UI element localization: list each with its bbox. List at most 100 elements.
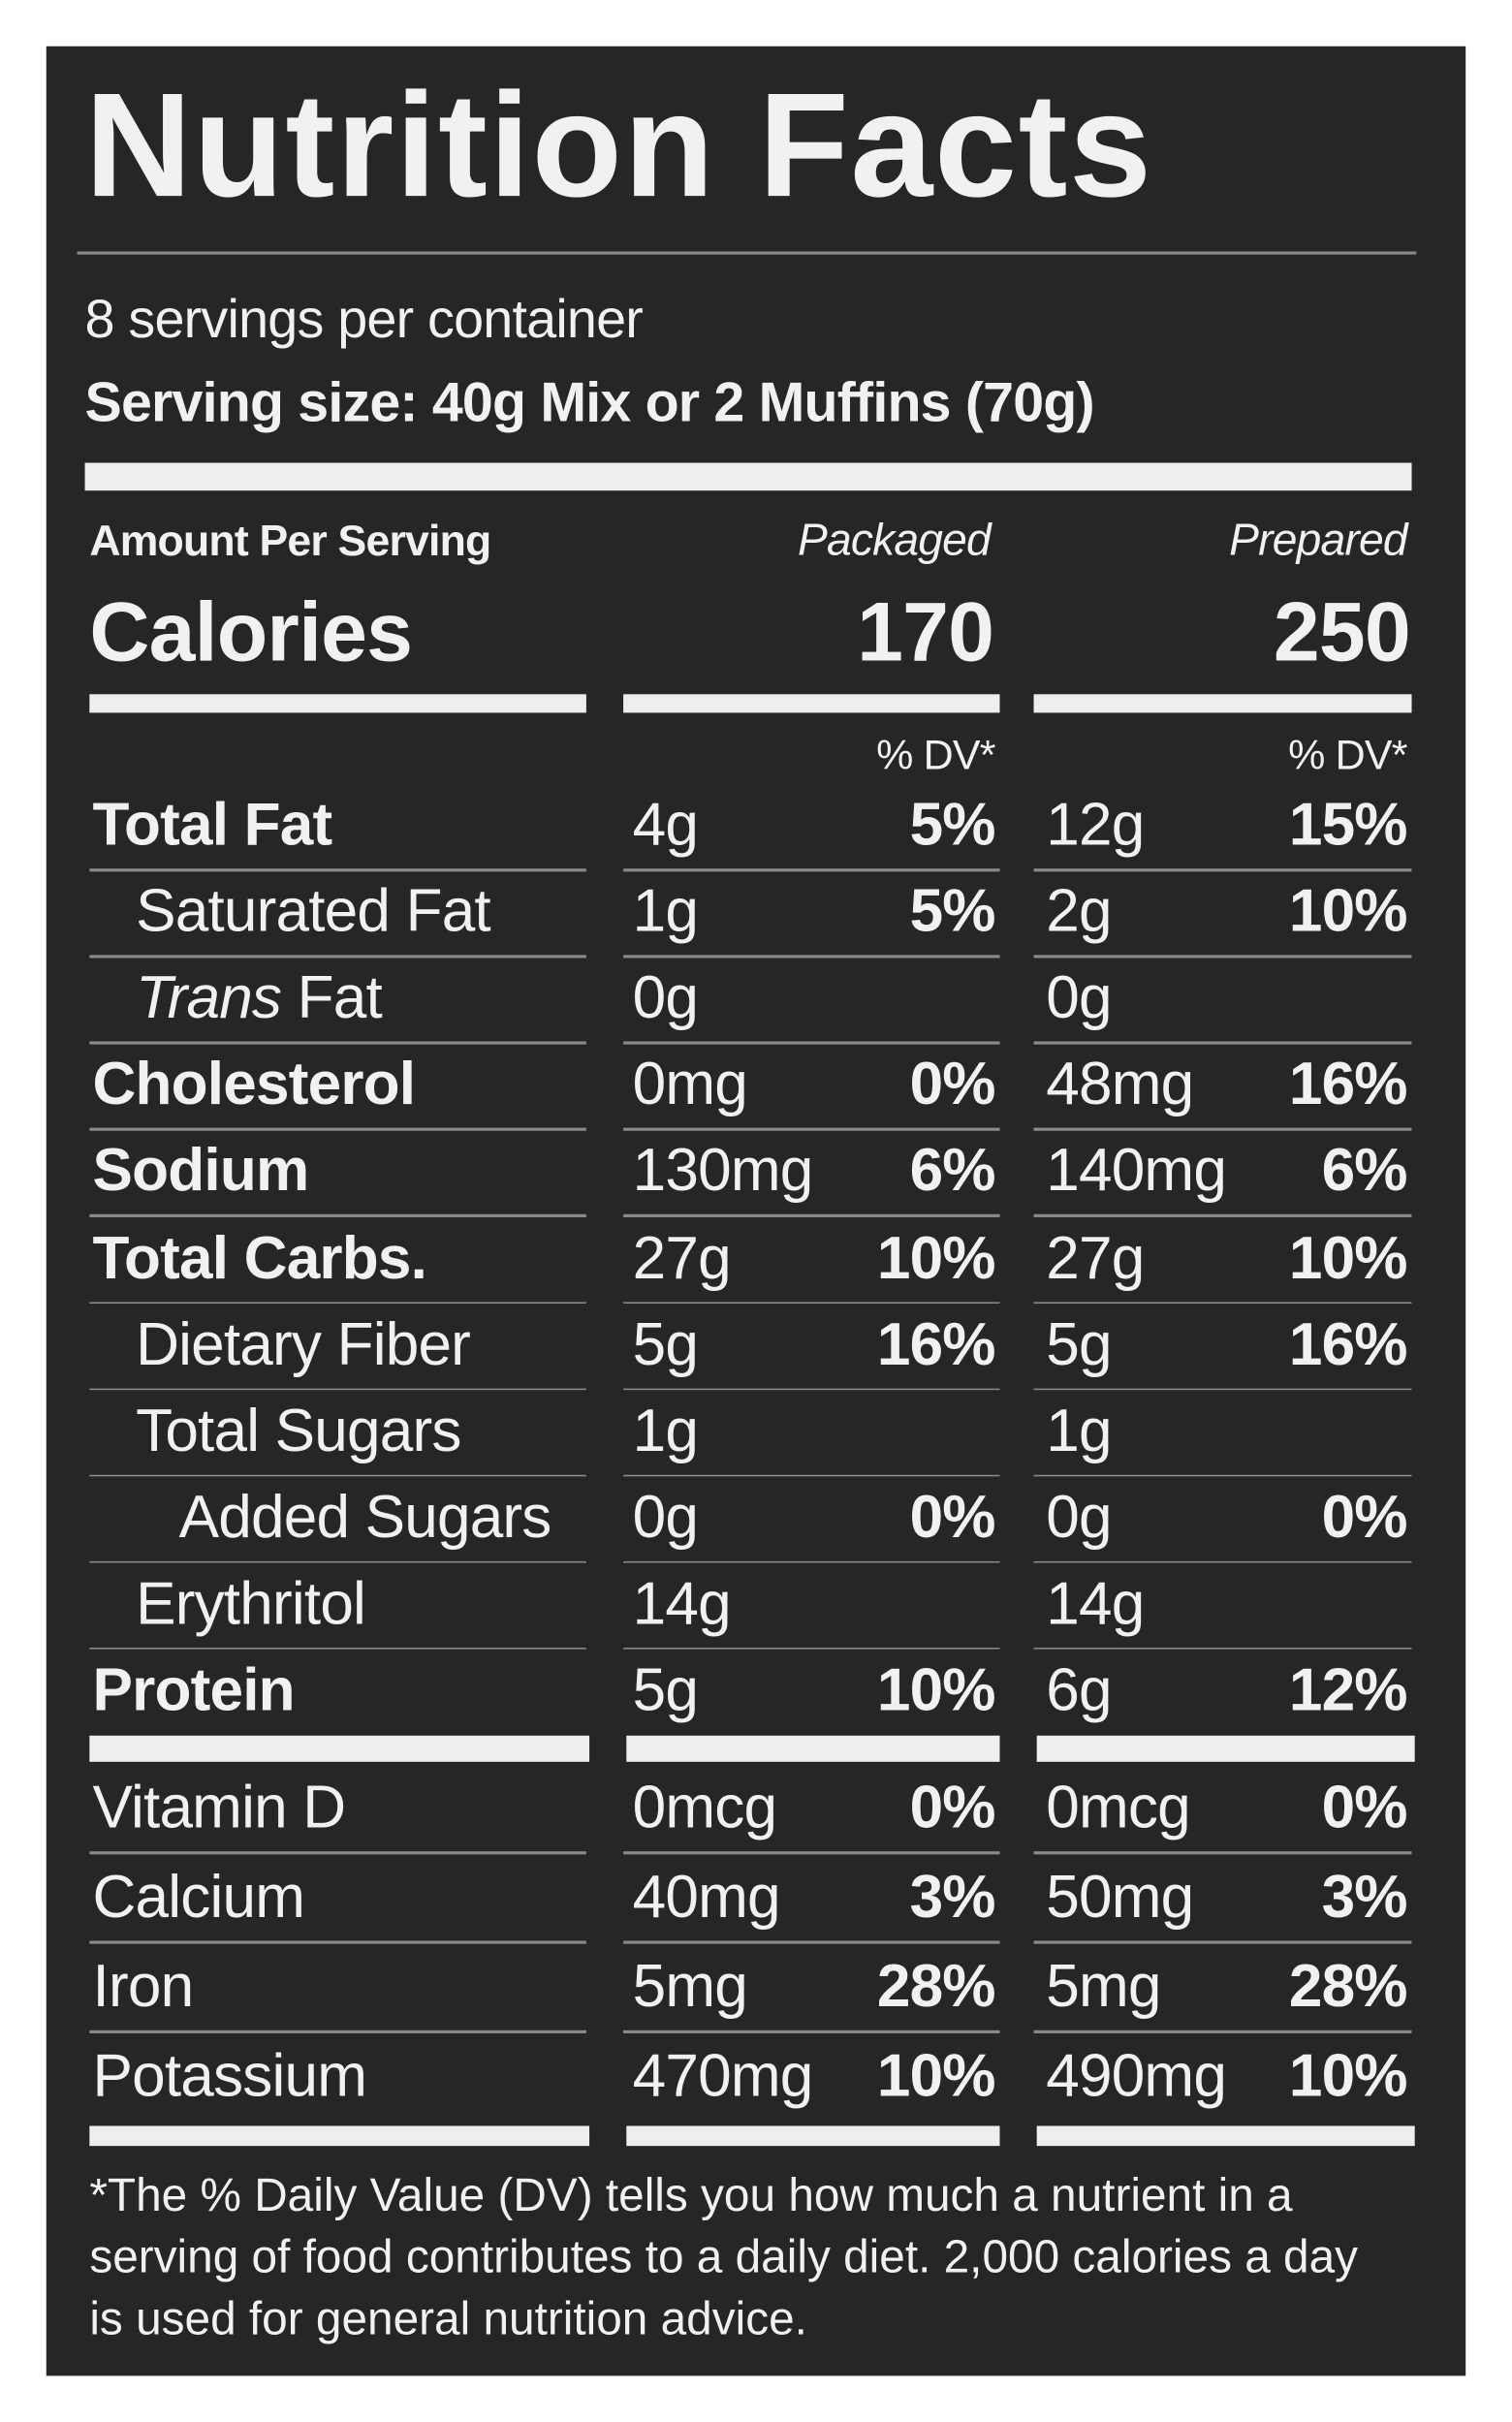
row-divider — [1033, 1474, 1412, 1477]
daily-value: 3% — [1321, 1864, 1408, 1932]
amount: 470mg — [632, 2043, 814, 2110]
row-divider — [1033, 1128, 1412, 1131]
row-divider — [1033, 1647, 1412, 1651]
nutrient-name: Iron — [92, 1954, 195, 2021]
amount: 0g — [632, 1484, 699, 1552]
nutrient-name: Added Sugars — [178, 1484, 552, 1552]
row-divider — [89, 1647, 586, 1651]
row-divider — [89, 1474, 586, 1477]
daily-value: 10% — [876, 2043, 996, 2110]
nutrient-name: Sodium — [92, 1138, 310, 1206]
row-divider — [623, 1851, 1000, 1854]
amount-per-serving: Amount Per Serving — [89, 517, 491, 565]
row-divider — [89, 955, 586, 958]
row-divider — [89, 1940, 586, 1943]
row-divider — [623, 1560, 1000, 1563]
bar — [89, 1735, 590, 1762]
daily-value: 28% — [1288, 1954, 1408, 2021]
amount: 0mcg — [1046, 1775, 1190, 1841]
daily-value: 6% — [1321, 1138, 1408, 1206]
amount: 27g — [632, 1224, 732, 1292]
nutrient-name: Total Carbs. — [92, 1224, 427, 1292]
amount: 1g — [632, 1398, 699, 1464]
daily-value: 16% — [1288, 1311, 1408, 1378]
row-divider — [89, 868, 586, 871]
row-divider — [89, 1851, 586, 1854]
row-divider — [623, 1214, 1000, 1217]
bar — [623, 694, 1000, 713]
daily-value: 5% — [909, 878, 996, 946]
row-divider — [623, 1647, 1000, 1651]
row-divider — [623, 1940, 1000, 1943]
amount: 490mg — [1046, 2043, 1227, 2110]
amount: 0mg — [632, 1052, 748, 1118]
calories-value: 170 — [857, 585, 994, 679]
row-divider — [623, 1041, 1000, 1045]
daily-value: 10% — [876, 1224, 996, 1292]
nutrient-name: Saturated Fat — [136, 878, 491, 946]
row-divider — [89, 1560, 586, 1563]
daily-value: 0% — [909, 1052, 996, 1118]
daily-value: 12% — [1288, 1657, 1408, 1724]
daily-value: 16% — [1288, 1052, 1408, 1118]
row-divider — [89, 1301, 586, 1305]
amount: 48mg — [1046, 1052, 1194, 1118]
amount: 5g — [632, 1657, 699, 1724]
amount: 0g — [632, 964, 699, 1032]
nutrient-name: Total Fat — [92, 792, 333, 859]
daily-value: 16% — [876, 1311, 996, 1378]
amount: 5mg — [632, 1954, 748, 2021]
column-header: Packaged — [797, 516, 992, 566]
amount: 6g — [1046, 1657, 1112, 1724]
bar — [1036, 1735, 1415, 1762]
nutrient-name: Dietary Fiber — [136, 1311, 471, 1378]
calories-value: 250 — [1273, 585, 1411, 679]
amount: 14g — [1046, 1571, 1145, 1638]
title: Nutrition Facts — [84, 63, 1153, 229]
daily-value: 0% — [1321, 1775, 1408, 1841]
nutrient-name: Trans Fat — [136, 964, 383, 1032]
row-divider — [623, 868, 1000, 871]
amount: 130mg — [632, 1138, 814, 1206]
row-divider — [1033, 1214, 1412, 1217]
amount: 5g — [1046, 1311, 1112, 1378]
row-divider — [89, 1387, 586, 1391]
amount: 4g — [632, 792, 699, 859]
row-divider — [623, 1128, 1000, 1131]
nutrient-name: Potassium — [92, 2043, 367, 2110]
footnote: *The % Daily Value (DV) tells you how mu… — [89, 2170, 1359, 2345]
bar — [626, 2125, 1000, 2147]
row-divider — [89, 1128, 586, 1131]
daily-value: 5% — [909, 792, 996, 859]
divider — [77, 251, 1417, 254]
amount: 40mg — [632, 1864, 781, 1932]
amount: 1g — [632, 878, 699, 946]
bar — [626, 1735, 1000, 1762]
amount: 12g — [1046, 792, 1145, 859]
daily-value: 10% — [1288, 1224, 1408, 1292]
label-panel — [46, 46, 1466, 2376]
thick-bar — [84, 462, 1412, 491]
row-divider — [89, 1214, 586, 1217]
daily-value: 0% — [909, 1484, 996, 1552]
amount: 2g — [1046, 878, 1112, 946]
daily-value: 0% — [909, 1775, 996, 1841]
daily-value: 6% — [909, 1138, 996, 1206]
bar — [1036, 2125, 1415, 2147]
row-divider — [623, 1301, 1000, 1305]
nutrient-name: Protein — [92, 1657, 296, 1724]
nutrient-name: Vitamin D — [92, 1775, 347, 1841]
row-divider — [89, 1041, 586, 1045]
row-divider — [1033, 1387, 1412, 1391]
bar — [1033, 694, 1412, 713]
servings: 8 servings per container — [84, 289, 644, 350]
amount: 140mg — [1046, 1138, 1227, 1206]
calories-label: Calories — [89, 585, 413, 679]
nutrient-name: Total Sugars — [136, 1398, 461, 1464]
amount: 14g — [632, 1571, 732, 1638]
daily-value: 15% — [1288, 792, 1408, 859]
column-header: Prepared — [1229, 516, 1407, 566]
amount: 50mg — [1046, 1864, 1194, 1932]
